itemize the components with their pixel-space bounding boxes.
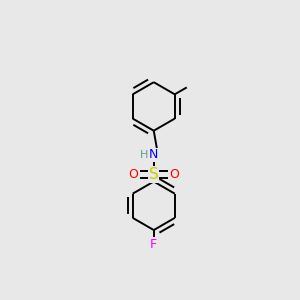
Text: H: H	[140, 150, 149, 160]
Text: N: N	[149, 148, 158, 161]
Text: O: O	[128, 168, 138, 181]
Text: F: F	[150, 238, 157, 251]
Text: S: S	[149, 167, 159, 182]
Text: O: O	[169, 168, 179, 181]
